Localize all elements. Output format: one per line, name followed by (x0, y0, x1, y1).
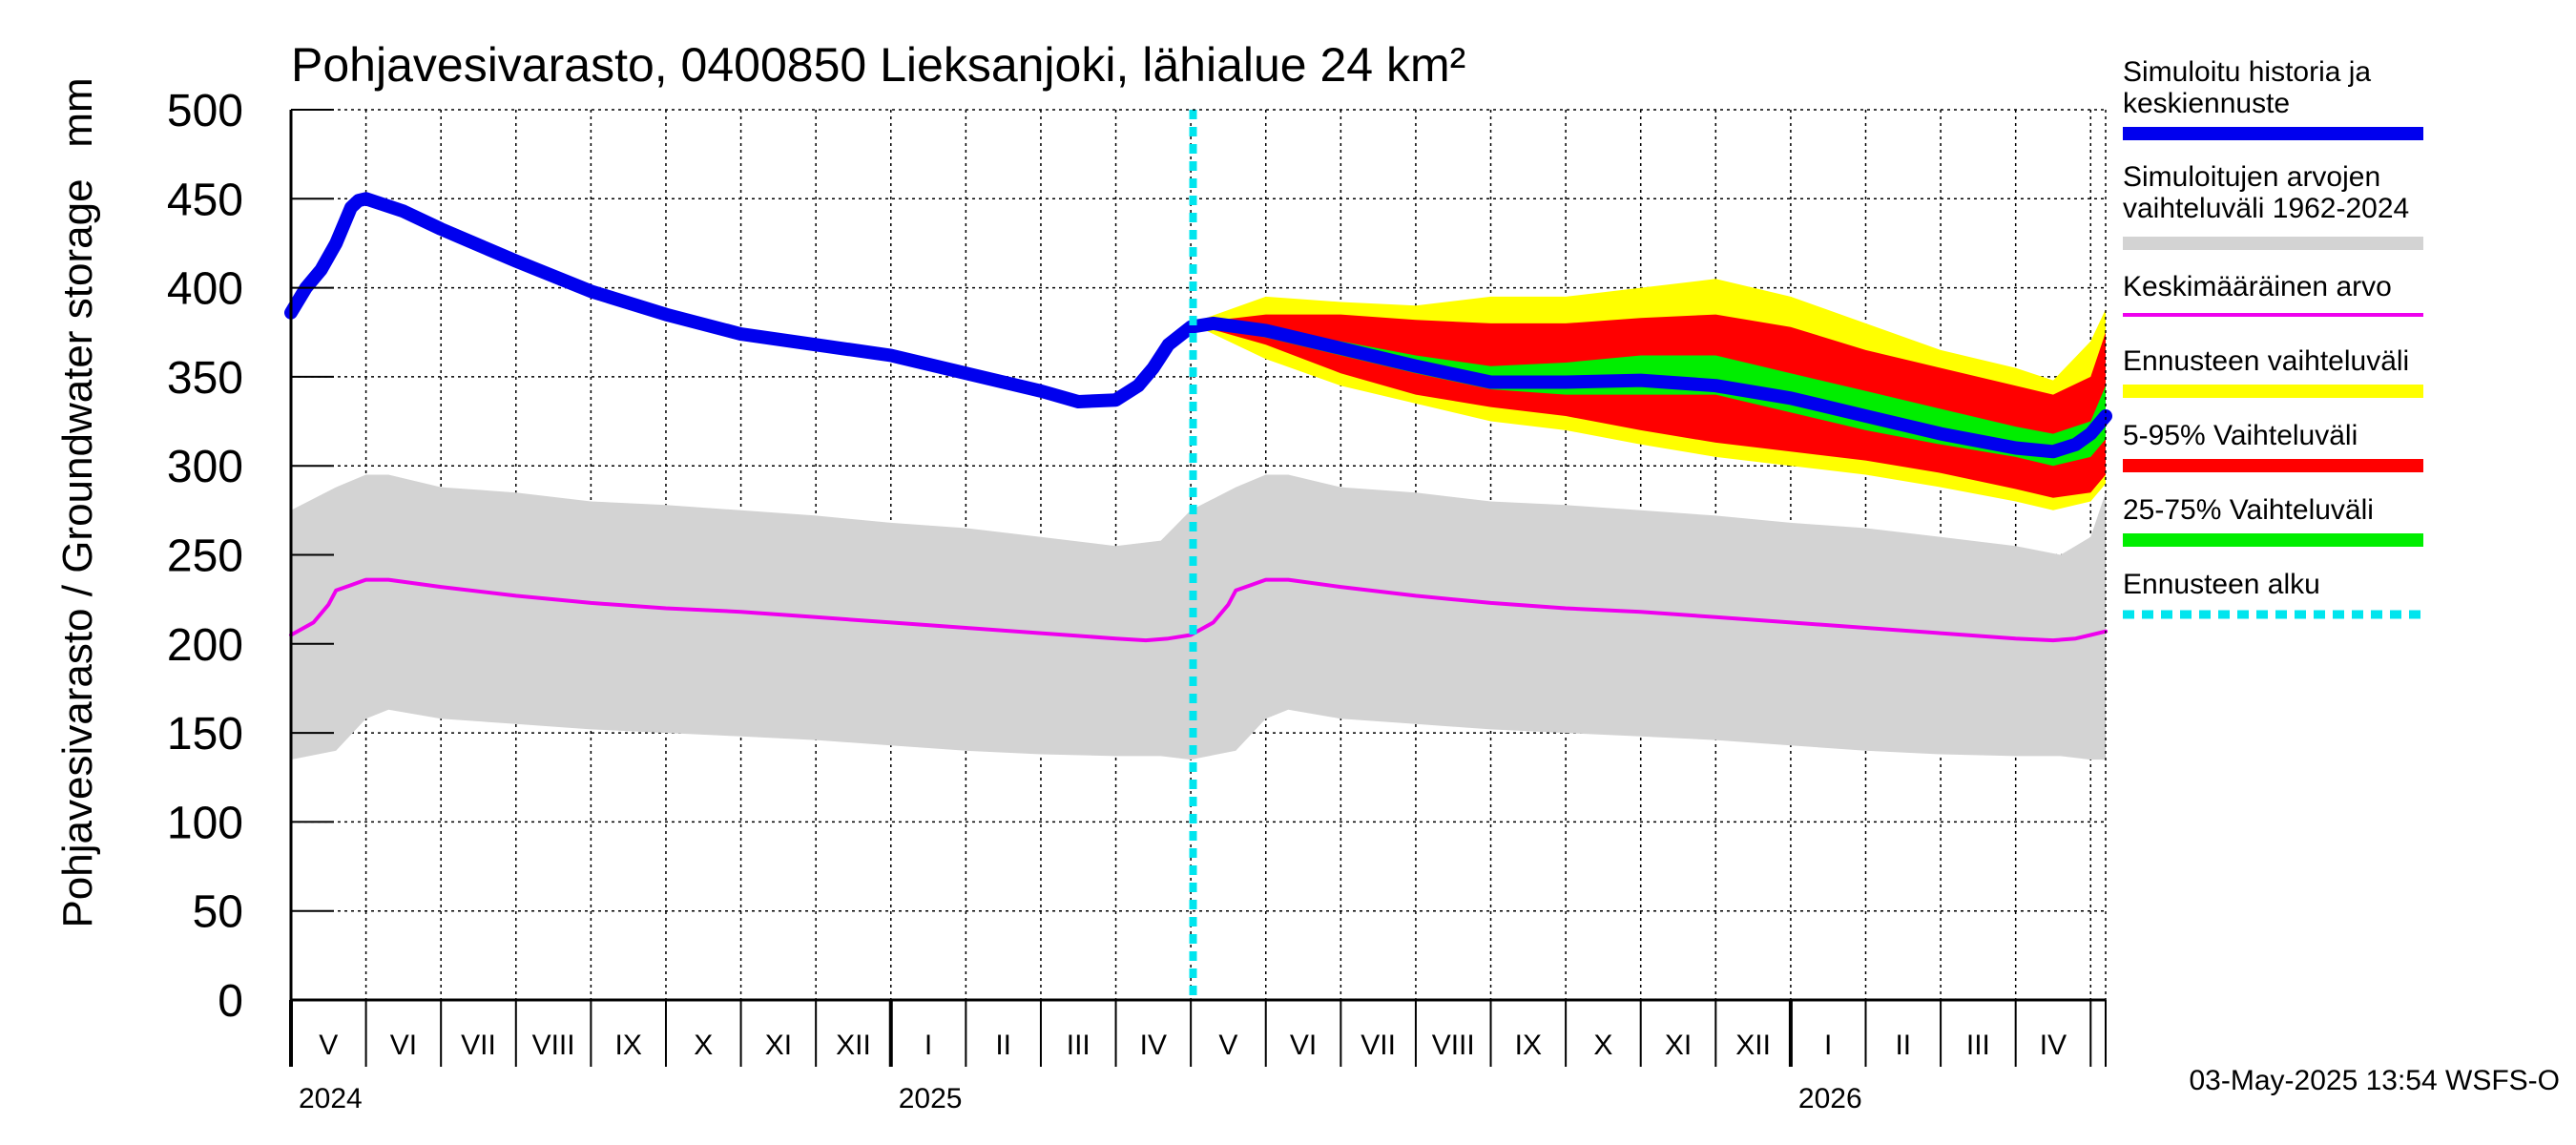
legend-label: vaihteluväli 1962-2024 (2123, 193, 2409, 224)
year-label: 2024 (299, 1083, 363, 1114)
y-tick-label: 350 (167, 353, 243, 404)
month-label: VI (1290, 1030, 1317, 1061)
month-label: II (995, 1030, 1011, 1061)
legend-label: keskiennuste (2123, 88, 2290, 119)
legend-label: Ennusteen alku (2123, 569, 2320, 600)
line-keskim-r-inen-arvo (289, 577, 2108, 643)
month-label: XII (836, 1030, 871, 1061)
legend-label: Keskimääräinen arvo (2123, 271, 2392, 302)
legend-label: 5-95% Vaihteluväli (2123, 420, 2358, 451)
y-tick-label: 150 (167, 709, 243, 760)
band-simuloitujen-arvojen-vaihteluv-li-1962-2024 (291, 474, 2106, 760)
y-tick-label: 500 (167, 86, 243, 136)
y-tick-label: 400 (167, 264, 243, 315)
line-simuloitu-historia-ja-keskiennuste (284, 192, 2112, 459)
series-layer (284, 110, 2112, 1000)
month-label: I (1824, 1030, 1832, 1061)
month-label: X (694, 1030, 713, 1061)
footer-timestamp: 03-May-2025 13:54 WSFS-O (2190, 1065, 2561, 1096)
month-label: X (1593, 1030, 1612, 1061)
month-label: III (1966, 1030, 1990, 1061)
month-label: IX (614, 1030, 641, 1061)
month-label: II (1895, 1030, 1911, 1061)
month-label: IV (1140, 1030, 1167, 1061)
month-label: I (924, 1030, 932, 1061)
y-tick-label: 100 (167, 798, 243, 848)
band-25-75-vaihteluv-li (1191, 323, 2106, 467)
legend-label: Simuloitujen arvojen (2123, 161, 2380, 193)
month-label: XI (765, 1030, 792, 1061)
month-label: IX (1515, 1030, 1542, 1061)
month-label: IV (2040, 1030, 2067, 1061)
chart-title: Pohjavesivarasto, 0400850 Lieksanjoki, l… (291, 38, 1465, 92)
y-axis-unit: mm (54, 77, 101, 147)
month-label: V (319, 1030, 338, 1061)
y-tick-label: 50 (193, 887, 243, 938)
legend-label: Ennusteen vaihteluväli (2123, 345, 2409, 377)
month-label: VIII (1432, 1030, 1475, 1061)
month-label: XI (1665, 1030, 1692, 1061)
y-tick-label: 0 (218, 976, 243, 1027)
y-axis-label: Pohjavesivarasto / Groundwater storage (54, 178, 101, 927)
month-label: VII (1361, 1030, 1396, 1061)
legend-label: Simuloitu historia ja (2123, 56, 2371, 88)
year-label: 2025 (899, 1083, 963, 1114)
month-label: XII (1735, 1030, 1771, 1061)
month-label: V (1218, 1030, 1237, 1061)
y-tick-label: 250 (167, 531, 243, 582)
year-label: 2026 (1798, 1083, 1862, 1114)
month-label: III (1067, 1030, 1091, 1061)
y-tick-label: 450 (167, 175, 243, 225)
y-tick-label: 200 (167, 620, 243, 671)
month-label: VI (390, 1030, 417, 1061)
month-label: VIII (532, 1030, 575, 1061)
legend-label: 25-75% Vaihteluväli (2123, 494, 2374, 526)
month-label: VII (461, 1030, 496, 1061)
y-tick-label: 300 (167, 442, 243, 492)
